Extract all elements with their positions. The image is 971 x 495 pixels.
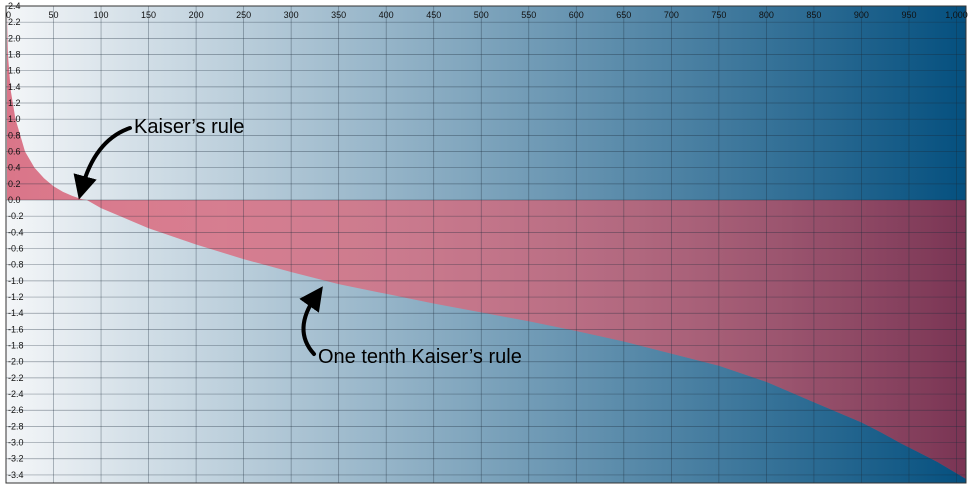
- x-tick-label: 500: [474, 10, 489, 20]
- y-tick-label: 0.8: [8, 130, 21, 140]
- y-tick-label: -1.6: [8, 324, 24, 334]
- x-tick-label: 750: [711, 10, 726, 20]
- y-tick-label: 0.4: [8, 163, 21, 173]
- y-tick-label: 1.6: [8, 66, 21, 76]
- x-tick-label: 1,000: [945, 10, 968, 20]
- y-tick-label: -1.4: [8, 308, 24, 318]
- y-tick-label: -2.6: [8, 405, 24, 415]
- x-tick-label: 800: [759, 10, 774, 20]
- one-tenth-kaiser-arrow: [299, 286, 323, 356]
- y-tick-label: -2.4: [8, 389, 24, 399]
- plot-frame: [5, 5, 967, 484]
- y-tick-label: -0.2: [8, 211, 24, 221]
- y-tick-label: -0.6: [8, 244, 24, 254]
- y-tick-label: 2.2: [8, 17, 21, 27]
- y-tick-label: -0.8: [8, 260, 24, 270]
- y-tick-label: 1.8: [8, 50, 21, 60]
- one-tenth-kaiser-label: One tenth Kaiser’s rule: [318, 346, 522, 368]
- y-tick-label: -1.0: [8, 276, 24, 286]
- x-tick-label: 400: [379, 10, 394, 20]
- kaiser-rule-label: Kaiser’s rule: [134, 116, 244, 138]
- x-tick-label: 250: [236, 10, 251, 20]
- y-tick-label: -2.2: [8, 373, 24, 383]
- y-tick-label: -2.8: [8, 421, 24, 431]
- y-tick-label: -1.8: [8, 341, 24, 351]
- x-tick-label: 550: [521, 10, 536, 20]
- x-tick-label: 450: [426, 10, 441, 20]
- y-tick-label: -2.0: [8, 357, 24, 367]
- x-tick-label: 150: [141, 10, 156, 20]
- x-tick-label: 0: [6, 10, 11, 20]
- y-tick-label: 2.0: [8, 33, 21, 43]
- x-tick-label: 100: [94, 10, 109, 20]
- y-tick-label: -3.2: [8, 454, 24, 464]
- y-tick-label: -3.4: [8, 470, 24, 480]
- y-tick-label: 1.4: [8, 82, 21, 92]
- y-tick-label: 0.2: [8, 179, 21, 189]
- x-tick-label: 200: [189, 10, 204, 20]
- y-tick-label: -1.2: [8, 292, 24, 302]
- x-tick-label: 350: [331, 10, 346, 20]
- y-tick-label: 2.4: [8, 1, 21, 11]
- y-tick-label: 0.6: [8, 147, 21, 157]
- y-tick-label: 0.0: [8, 195, 21, 205]
- x-tick-label: 600: [569, 10, 584, 20]
- x-tick-label: 950: [901, 10, 916, 20]
- x-tick-label: 850: [806, 10, 821, 20]
- y-tick-label: -3.0: [8, 438, 24, 448]
- y-tick-label: -0.4: [8, 227, 24, 237]
- x-tick-label: 300: [284, 10, 299, 20]
- y-tick-label: 1.0: [8, 114, 21, 124]
- x-tick-label: 650: [616, 10, 631, 20]
- y-tick-label: 1.2: [8, 98, 21, 108]
- x-tick-label: 700: [664, 10, 679, 20]
- x-tick-label: 900: [854, 10, 869, 20]
- area-series-shade: [7, 14, 966, 479]
- x-tick-label: 50: [49, 10, 59, 20]
- kaiser-rule-arrow: [73, 126, 132, 200]
